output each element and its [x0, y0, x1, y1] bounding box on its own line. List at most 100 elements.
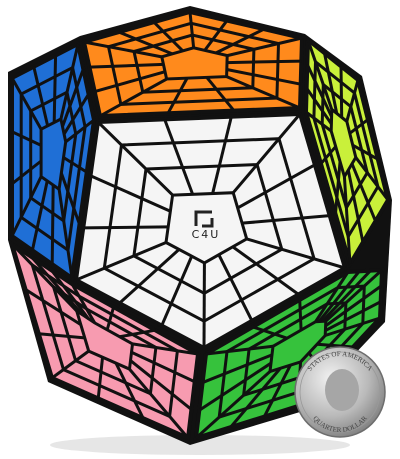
sticker-edge [10, 175, 43, 237]
sticker-edge [352, 143, 379, 161]
sticker-edge [305, 87, 333, 125]
sticker-edge [51, 349, 90, 380]
sticker-edge [52, 55, 58, 123]
sticker-edge [83, 40, 163, 59]
sticker-ring [160, 46, 229, 81]
sticker-edge [160, 255, 194, 327]
sticker-edge [198, 361, 272, 412]
sticker-ring [106, 21, 281, 106]
sticker-edge [324, 316, 381, 337]
sticker-edge [229, 367, 282, 429]
sticker-edge [70, 283, 96, 324]
sticker-edge [323, 52, 339, 114]
sticker-edge [99, 77, 168, 118]
sticker-edge [324, 284, 383, 328]
sticker-edge [232, 113, 302, 194]
sticker-edge [64, 118, 95, 144]
sticker-edge [38, 332, 85, 340]
sticker-ring [329, 106, 358, 181]
sticker-edge [319, 145, 337, 165]
sticker-edge [345, 79, 360, 122]
sticker-edge [226, 75, 301, 110]
sticker-edge [75, 241, 167, 282]
sticker-edge [83, 225, 169, 230]
sticker-edge [62, 93, 90, 135]
sticker-ring [29, 261, 180, 419]
logo-text: C4U [192, 228, 221, 241]
sticker-edge [298, 299, 303, 331]
sticker-ring [320, 81, 369, 212]
sticker-edge [30, 256, 84, 316]
sticker-edge [152, 21, 184, 52]
sticker-edge [236, 163, 316, 210]
sticker-edge [348, 118, 369, 135]
sticker-edge [211, 116, 233, 194]
sticker-edge [61, 68, 85, 128]
sticker-ring [19, 65, 87, 253]
sticker-edge [202, 353, 273, 384]
sticker-edge [188, 11, 196, 48]
sticker-ring [74, 307, 135, 372]
sticker-edge [231, 245, 300, 296]
logo-mark [194, 210, 214, 228]
sticker-edge [246, 237, 346, 270]
sticker-edge [89, 62, 164, 69]
sticker-edge [118, 248, 181, 305]
sticker-edge [217, 254, 254, 322]
sticker-edge [50, 185, 55, 265]
sticker-edge [306, 39, 334, 110]
sticker-edge [89, 174, 171, 213]
sticker-edge [227, 59, 302, 65]
sticker-ring [132, 33, 256, 94]
sticker-ring [29, 89, 78, 224]
sticker-edge [132, 342, 199, 356]
sticker-edge [305, 63, 333, 118]
sticker-edge [11, 159, 43, 186]
sticker-edge [10, 77, 43, 130]
sticker-edge [96, 357, 105, 399]
sticker-edge [59, 43, 80, 120]
sticker-edge [62, 156, 88, 174]
sticker-edge [32, 66, 50, 127]
sticker-edge [215, 27, 265, 55]
sticker-edge [59, 172, 81, 225]
sticker-edge [166, 77, 189, 114]
sticker-ring [102, 137, 316, 323]
shadow [50, 435, 350, 455]
sticker-edge [205, 76, 236, 112]
sticker-edge [333, 161, 342, 214]
sticker-edge [128, 368, 190, 439]
sticker-edge [263, 364, 292, 418]
sticker-edge [163, 118, 195, 195]
sticker-edge [96, 120, 174, 197]
sticker-edge [203, 19, 229, 52]
sticker-ring [164, 191, 249, 265]
sticker-ring [39, 116, 68, 192]
sticker-ring [132, 163, 284, 296]
sticker-edge [129, 359, 193, 411]
sticker-ring [312, 58, 380, 241]
sticker-edge [316, 342, 354, 349]
sticker-edge [226, 68, 301, 86]
sticker-edge [314, 271, 350, 323]
sticker-edge [105, 306, 116, 331]
coin-rim [299, 351, 381, 433]
sticker-edge [242, 214, 330, 225]
sticker-edge [57, 189, 74, 279]
sticker-edge [118, 30, 173, 56]
sticker-edge [205, 344, 274, 356]
sticker-edge [339, 66, 344, 118]
sticker-edge [30, 180, 49, 251]
sticker-edge [50, 269, 90, 320]
sticker-edge [114, 362, 145, 419]
sticker-edge [354, 156, 390, 201]
sticker-edge [194, 370, 271, 440]
sticker-edge [94, 70, 166, 94]
sticker-edge [119, 328, 156, 339]
sticker-edge [350, 163, 377, 222]
sticker-edge [305, 110, 333, 133]
sticker-edge [346, 169, 365, 243]
sticker-edge [24, 288, 82, 326]
sticker-edge [324, 268, 384, 323]
